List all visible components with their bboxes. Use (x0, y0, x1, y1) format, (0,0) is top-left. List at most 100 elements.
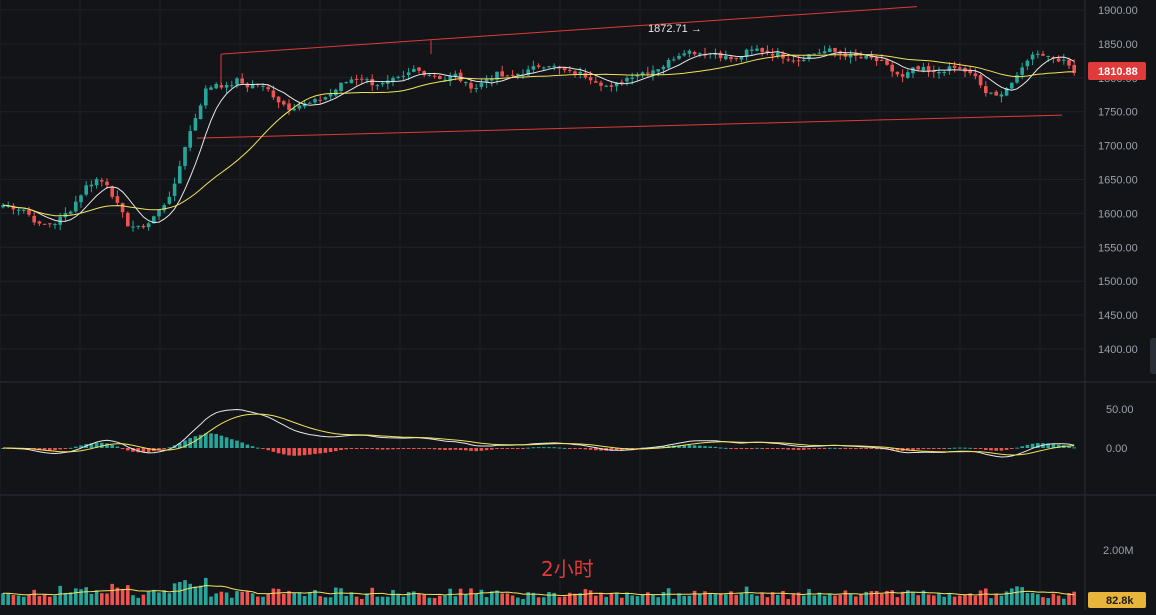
price-tick-label: 1450.00 (1098, 310, 1138, 322)
macd-histogram-bar (495, 448, 499, 449)
macd-histogram-bar (594, 448, 598, 451)
volume-bar (640, 594, 645, 605)
candle-body (1036, 53, 1040, 55)
volume-bar (921, 590, 926, 605)
macd-histogram-bar (323, 448, 328, 453)
volume-bar (157, 592, 161, 605)
candle-body (1072, 64, 1076, 73)
axis-scroll-handle[interactable] (1150, 338, 1156, 374)
macd-histogram-bar (848, 448, 853, 449)
candle-body (542, 67, 546, 69)
volume-bar (854, 596, 858, 605)
volume-bar (531, 592, 536, 605)
macd-histogram-bar (609, 448, 614, 451)
volume-bar (204, 577, 208, 605)
macd-histogram-bar (198, 434, 203, 448)
volume-bar (562, 596, 567, 605)
volume-bar (318, 596, 322, 605)
macd-histogram-bar (287, 448, 291, 456)
macd-histogram-bar (110, 444, 114, 448)
macd-histogram-bar (1010, 448, 1014, 449)
candle-body (16, 209, 21, 211)
volume-bar (214, 593, 218, 605)
candle-body (162, 205, 166, 211)
macd-histogram-bar (802, 448, 806, 450)
volume-bar (334, 587, 338, 605)
macd-histogram-bar (692, 445, 697, 448)
macd-histogram-bar (812, 448, 816, 449)
volume-bar (594, 595, 598, 605)
volume-bar (224, 592, 229, 605)
macd-histogram-bar (115, 446, 120, 448)
candle-body (209, 87, 213, 90)
candle-body (443, 79, 447, 81)
candle-body (141, 225, 146, 228)
candle-body (594, 81, 598, 83)
macd-histogram-bar (276, 448, 281, 454)
macd-histogram-bar (349, 448, 354, 449)
macd-histogram-bar (906, 448, 910, 451)
candle-body (427, 75, 432, 77)
volume-bar (141, 594, 146, 605)
macd-histogram-bar (614, 448, 619, 451)
volume-bar (770, 592, 775, 605)
candle-body (240, 78, 244, 84)
volume-bar (916, 595, 920, 605)
candle-body (874, 57, 879, 62)
volume-bar (339, 588, 343, 605)
candle-body (588, 77, 593, 81)
macd-histogram-bar (412, 448, 416, 449)
volume-bar (68, 592, 73, 605)
candle-body (635, 74, 640, 77)
macd-histogram-bar (219, 435, 224, 448)
candle-body (318, 99, 322, 101)
macd-histogram-bar (739, 448, 744, 449)
macd-line (2, 408, 1075, 458)
candle-body (349, 79, 354, 84)
candle-body (1025, 60, 1030, 67)
macd-histogram-bar (282, 448, 286, 455)
candle-body (22, 209, 26, 211)
volume-bar (583, 589, 588, 605)
volume-bar (110, 583, 114, 605)
candle-body (401, 75, 406, 77)
volume-bar (94, 590, 99, 605)
volume-bar (401, 596, 406, 605)
candle-body (380, 83, 385, 85)
volume-bar (708, 594, 712, 605)
macd-histogram-bar (53, 448, 57, 451)
svg-text:1810.88: 1810.88 (1098, 66, 1138, 78)
macd-histogram-bar (656, 446, 660, 448)
volume-bar (344, 595, 348, 605)
volume-bar (11, 594, 16, 605)
volume-bar (479, 589, 484, 605)
macd-histogram-bar (136, 448, 140, 453)
price-tick-label: 1500.00 (1098, 276, 1138, 288)
candle-body (136, 225, 140, 227)
candle-body (947, 66, 952, 71)
macd-histogram-bar (703, 446, 707, 448)
candle-body (926, 66, 931, 71)
macd-histogram-bar (552, 447, 556, 449)
macd-histogram-bar (391, 448, 395, 450)
volume-bar (406, 592, 411, 605)
volume-bar (188, 583, 192, 605)
macd-tick-label: 50.00 (1106, 404, 1134, 416)
macd-histogram-bar (427, 448, 432, 449)
high-annotation: 1872.71 → (648, 23, 702, 35)
candle-body (68, 211, 73, 215)
volume-bar (209, 596, 213, 605)
macd-histogram-bar (994, 448, 998, 451)
candle-body (750, 49, 754, 51)
macd-histogram-bar (510, 448, 515, 449)
macd-histogram-bar (734, 448, 738, 449)
volume-bar (240, 591, 244, 605)
macd-histogram-bar (167, 447, 172, 449)
volume-bar (1, 593, 5, 605)
macd-histogram-bar (718, 447, 723, 449)
price-tick-label: 1750.00 (1098, 107, 1138, 119)
candle-body (235, 78, 239, 85)
candle-body (776, 52, 780, 57)
